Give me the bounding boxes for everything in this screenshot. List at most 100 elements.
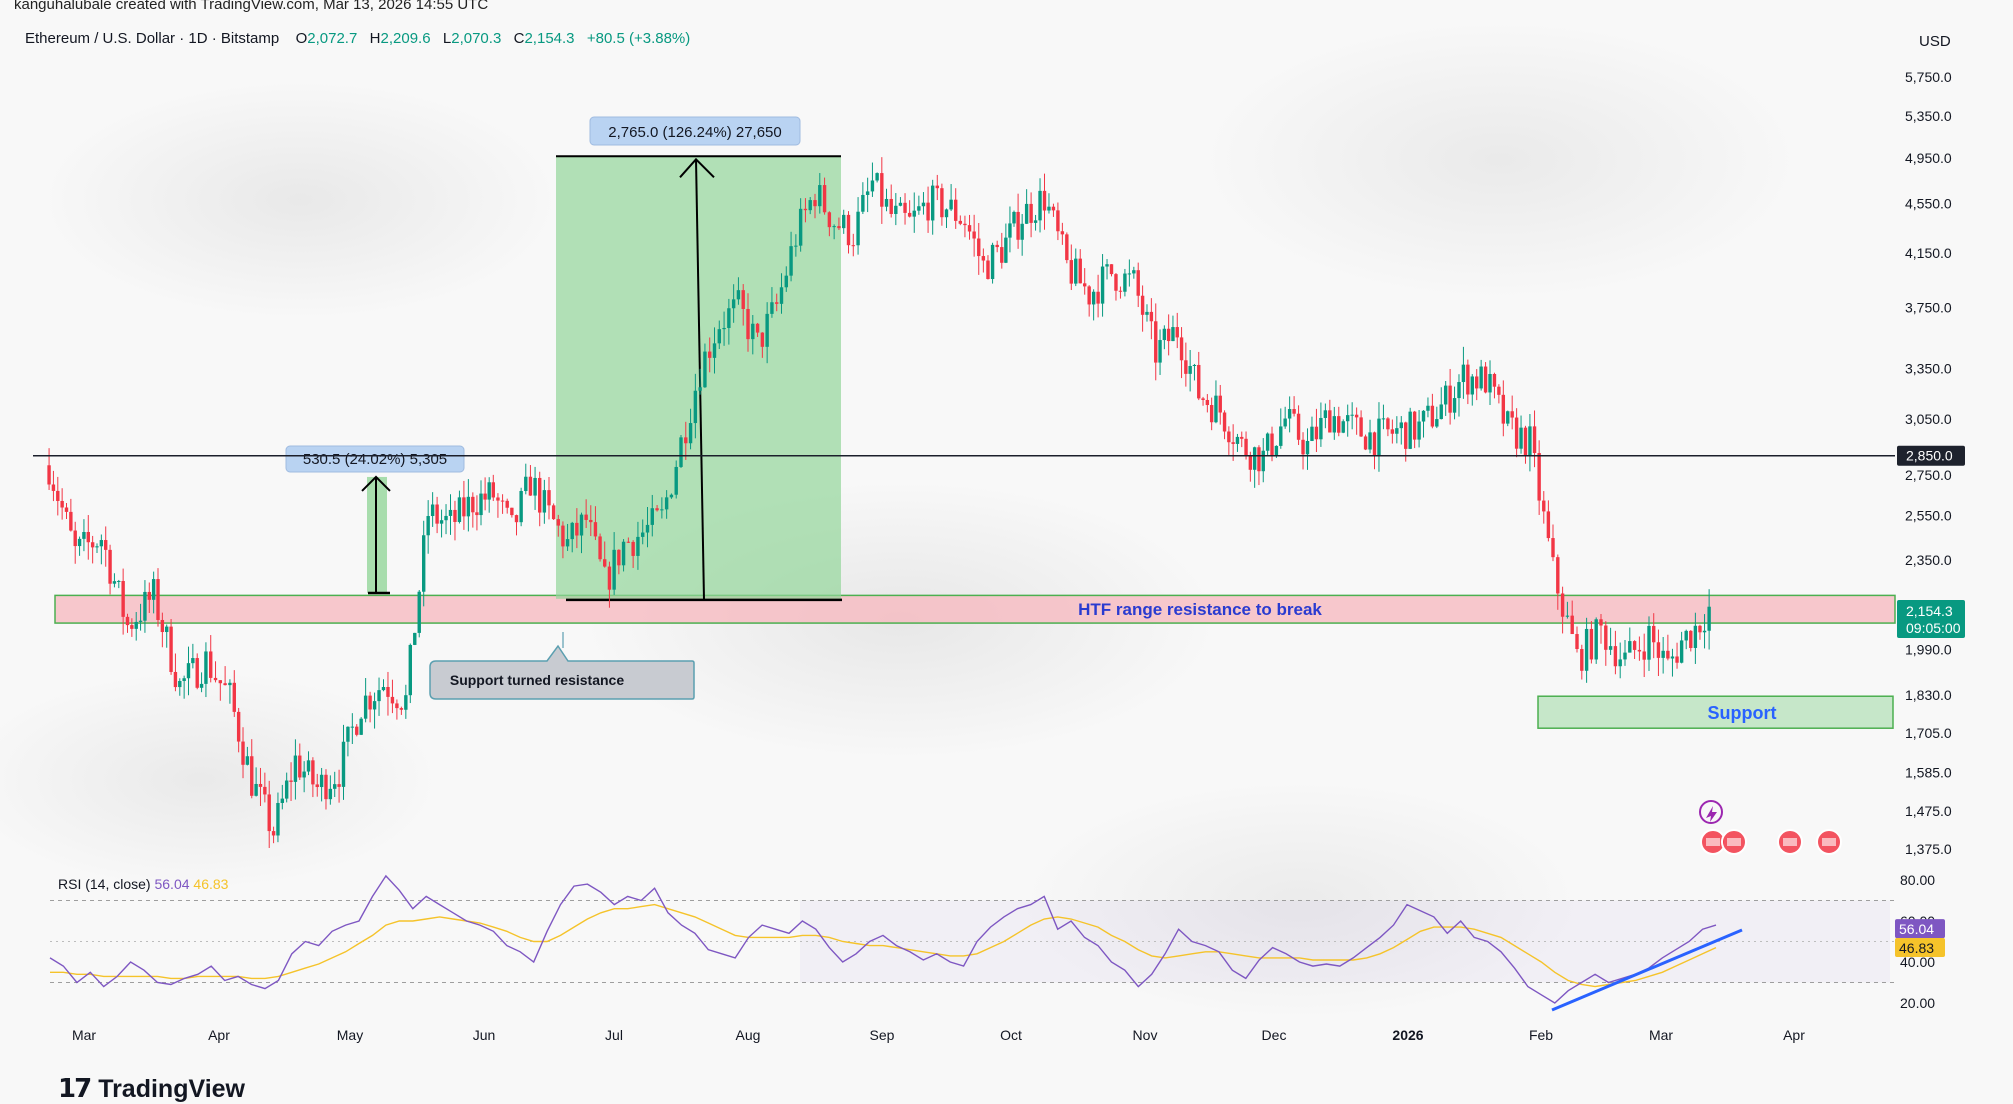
symbol-title[interactable]: Ethereum / U.S. Dollar · 1D · Bitstamp [25, 30, 280, 47]
candle-body [1051, 206, 1056, 211]
candle [82, 519, 86, 552]
candle-body [808, 200, 812, 211]
candle [1594, 617, 1598, 664]
candle [1613, 630, 1618, 675]
tradingview-logo[interactable]: 17 TradingView [58, 1074, 245, 1104]
candle-body [1501, 394, 1506, 424]
candle-body [1656, 642, 1661, 658]
candle-body [1528, 426, 1532, 456]
candle-body [1430, 405, 1435, 427]
candle [236, 707, 241, 753]
spark-ring [1699, 800, 1723, 824]
candle [1038, 178, 1042, 233]
candle [986, 255, 990, 280]
candle [156, 568, 160, 627]
candle-body [712, 343, 717, 358]
candle-body [803, 208, 808, 211]
candle-body [519, 491, 523, 523]
candle-body [86, 531, 90, 543]
candle [1201, 396, 1205, 406]
candle [1363, 434, 1368, 451]
candle-body [684, 437, 688, 444]
candle-body [381, 686, 386, 691]
candle-body [944, 209, 949, 218]
candle-body [204, 651, 208, 684]
candle-body [1292, 409, 1296, 414]
candle [1506, 410, 1510, 427]
candle-body [471, 496, 475, 513]
candle [1395, 416, 1399, 444]
candle-body [1363, 436, 1368, 450]
candle [280, 784, 285, 810]
candle [1354, 407, 1359, 435]
candle-body [328, 788, 333, 800]
candle [298, 743, 302, 781]
candle [727, 298, 731, 345]
candle [69, 498, 73, 532]
candle [1087, 285, 1091, 317]
candle [130, 618, 134, 637]
candle [112, 573, 117, 588]
candle-body [1637, 649, 1642, 652]
high-value: 2,209.6 [380, 30, 431, 47]
candle-body [435, 504, 439, 524]
candle [1332, 406, 1336, 440]
candle-body [386, 686, 390, 697]
candle [1408, 407, 1412, 450]
candle [1074, 248, 1078, 287]
candle-body [561, 525, 565, 547]
candle [1483, 362, 1488, 394]
candle [519, 487, 523, 527]
candle [276, 792, 280, 843]
candle-body [218, 680, 223, 684]
candle-body [319, 774, 324, 788]
candle [803, 198, 808, 223]
candle [827, 211, 832, 237]
candle [306, 751, 311, 776]
candle-body [1065, 234, 1069, 261]
candle [1584, 617, 1589, 683]
candle [408, 643, 412, 704]
candle-body [1171, 327, 1175, 342]
candle-body [679, 437, 683, 467]
candle [794, 234, 798, 257]
candle [1341, 419, 1345, 434]
candle-body [542, 490, 547, 513]
candle-body [483, 493, 487, 500]
candle-body [903, 202, 907, 213]
candle-body [1029, 203, 1033, 223]
candle-body [280, 798, 285, 803]
candle [182, 675, 186, 699]
price-tick-15: 1,475.0 [1905, 803, 1952, 819]
candle [1399, 416, 1403, 445]
candle-body [99, 540, 104, 547]
candle-body [972, 231, 976, 239]
candle [688, 408, 693, 450]
candle-body [359, 718, 363, 735]
candle [1475, 369, 1479, 401]
candle-body [186, 663, 191, 679]
candle [1029, 192, 1033, 238]
candle-body [1192, 364, 1197, 366]
candle [842, 209, 846, 234]
candle-body [990, 244, 995, 280]
candle [808, 197, 812, 215]
candle [1283, 406, 1287, 429]
candle [717, 320, 721, 350]
candle-body [1205, 399, 1210, 406]
candle [457, 490, 462, 524]
candle-body [491, 482, 495, 498]
candle [1702, 614, 1707, 649]
price-tick-10: 2,350.0 [1905, 552, 1952, 568]
rsi-last-tag: 56.04 [1899, 921, 1934, 937]
candle [1377, 402, 1381, 472]
candle-body [755, 323, 760, 333]
candle-body [1100, 266, 1105, 304]
rsi-ma-last-tag-bg [1895, 937, 1945, 957]
candle-body [1448, 385, 1452, 413]
candle [1127, 259, 1132, 287]
currency-label[interactable]: USD [1919, 33, 1951, 50]
candle-body [1274, 445, 1279, 456]
low-value: 2,070.3 [451, 30, 502, 47]
